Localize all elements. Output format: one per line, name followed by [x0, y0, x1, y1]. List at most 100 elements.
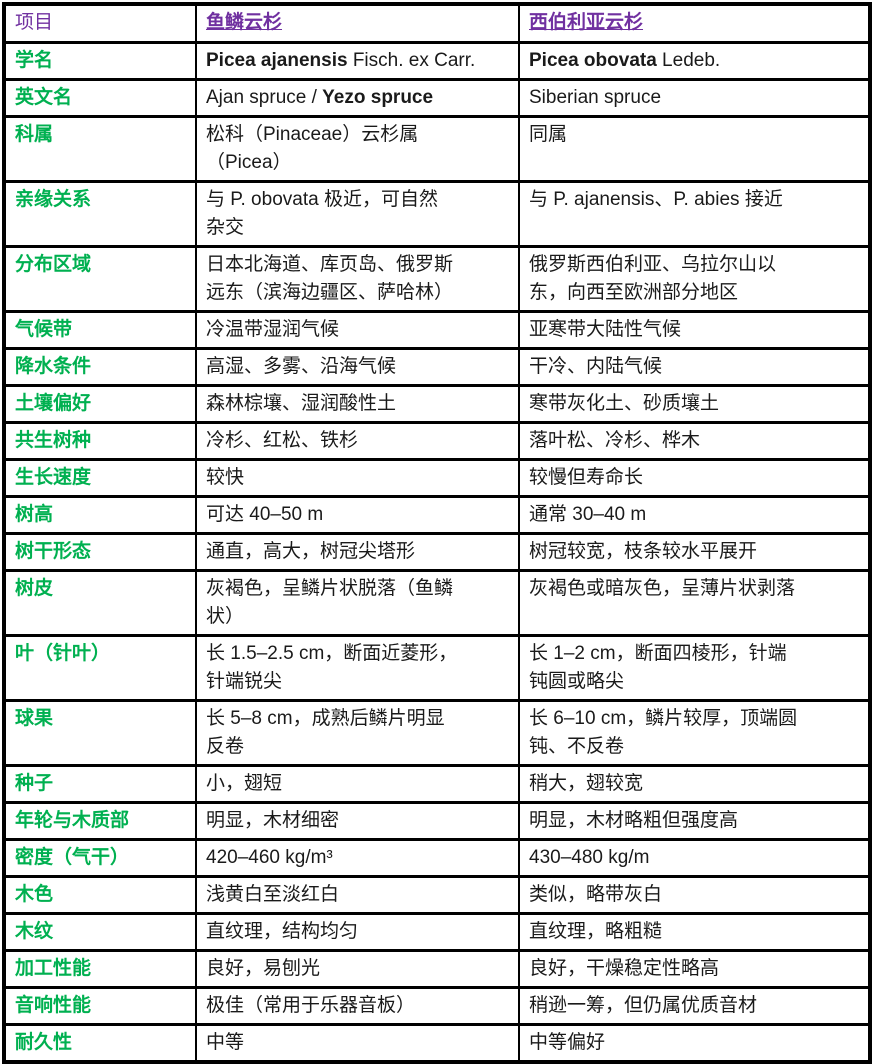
table-row: 土壤偏好 森林棕壤、湿润酸性土 寒带灰化土、砂质壤土 [3, 384, 871, 424]
table-row: 生长速度 较快 较慢但寿命长 [3, 458, 871, 498]
cell-yezo-spruce: 直纹理，结构均匀 [195, 912, 520, 952]
cell-siberian-spruce: 干冷、内陆气候 [518, 347, 871, 387]
table-row: 亲缘关系与 P. obovata 极近，可自然 杂交与 P. ajanensis… [3, 180, 871, 248]
cell-siberian-spruce: 同属 [518, 115, 871, 183]
cell-siberian-spruce: 较慢但寿命长 [518, 458, 871, 498]
cell-text-segment: Fisch. ex Carr. [347, 50, 476, 71]
cell-text-segment: Yezo spruce [322, 87, 434, 108]
cell-siberian-spruce: 良好，干燥稳定性略高 [518, 949, 871, 989]
cell-siberian-spruce: Picea obovata Ledeb. [518, 41, 871, 81]
table-row: 降水条件 高湿、多雾、沿海气候 干冷、内陆气候 [3, 347, 871, 387]
cell-yezo-spruce: Picea ajanensis Fisch. ex Carr. [195, 41, 520, 81]
cell-text-segment: Picea ajanensis [206, 50, 348, 71]
row-label: 树高 [3, 495, 197, 535]
cell-yezo-spruce: 长 5–8 cm，成熟后鳞片明显 反卷 [195, 699, 520, 767]
cell-yezo-spruce: Ajan spruce / Yezo spruce [195, 78, 520, 118]
row-label: 共生树种 [3, 421, 197, 461]
cell-yezo-spruce: 420–460 kg/m³ [195, 838, 520, 878]
row-label: 生长速度 [3, 458, 197, 498]
table-body: 学名 Picea ajanensis Fisch. ex Carr. Picea o… [3, 41, 871, 1064]
cell-siberian-spruce: 类似，略带灰白 [518, 875, 871, 915]
cell-yezo-spruce: 长 1.5–2.5 cm，断面近菱形， 针端锐尖 [195, 634, 520, 702]
row-label: 土壤偏好 [3, 384, 197, 424]
row-label: 亲缘关系 [3, 180, 197, 248]
cell-siberian-spruce: 寒带灰化土、砂质壤土 [518, 384, 871, 424]
cell-yezo-spruce: 较快 [195, 458, 520, 498]
row-label: 年轮与木质部 [3, 801, 197, 841]
row-label: 木纹 [3, 912, 197, 952]
header-siberian-spruce-column: 西伯利亚云杉 [518, 2, 871, 44]
row-label: 降水条件 [3, 347, 197, 387]
table-row: 音响性能 极佳（常用于乐器音板） 稍逊一筹，但仍属优质音材 [3, 986, 871, 1026]
table-row: 密度（气干） 420–460 kg/m³ 430–480 kg/m [3, 838, 871, 878]
table-row: 树干形态 通直，高大，树冠尖塔形 树冠较宽，枝条较水平展开 [3, 532, 871, 572]
cell-siberian-spruce: 灰褐色或暗灰色，呈薄片状剥落 [518, 569, 871, 637]
row-label: 叶（针叶） [3, 634, 197, 702]
cell-yezo-spruce: 明显，木材细密 [195, 801, 520, 841]
table-row: 气候带 冷温带湿润气候 亚寒带大陆性气候 [3, 310, 871, 350]
cell-yezo-spruce: 高湿、多雾、沿海气候 [195, 347, 520, 387]
cell-text-segment: Ledeb. [656, 50, 721, 71]
table-row: 分布区域 日本北海道、库页岛、俄罗斯 远东（滨海边疆区、萨哈林） 俄罗斯西伯利亚、乌… [3, 245, 871, 313]
cell-yezo-spruce: 冷温带湿润气候 [195, 310, 520, 350]
cell-yezo-spruce: 与 P. obovata 极近，可自然 杂交 [195, 180, 520, 248]
table-row: 学名 Picea ajanensis Fisch. ex Carr. Picea o… [3, 41, 871, 81]
row-label: 科属 [3, 115, 197, 183]
row-label: 树皮 [3, 569, 197, 637]
cell-siberian-spruce: 明显，木材略粗但强度高 [518, 801, 871, 841]
row-label: 音响性能 [3, 986, 197, 1026]
row-label: 树干形态 [3, 532, 197, 572]
cell-siberian-spruce: 稍大，翅较宽 [518, 764, 871, 804]
cell-yezo-spruce: 松科（Pinaceae）云杉属 （Picea） [195, 115, 520, 183]
cell-yezo-spruce: 小，翅短 [195, 764, 520, 804]
cell-yezo-spruce: 灰褐色，呈鳞片状脱落（鱼鳞 状） [195, 569, 520, 637]
table-row: 科属 松科（Pinaceae）云杉属 （Picea） 同属 [3, 115, 871, 183]
row-label: 加工性能 [3, 949, 197, 989]
table-row: 英文名 Ajan spruce / Yezo spruce Siberian spr… [3, 78, 871, 118]
header-yezo-spruce-column: 鱼鳞云杉 [195, 2, 520, 44]
row-label: 英文名 [3, 78, 197, 118]
cell-siberian-spruce: 直纹理，略粗糙 [518, 912, 871, 952]
cell-text-segment: Picea obovata [529, 50, 657, 71]
cell-siberian-spruce: 亚寒带大陆性气候 [518, 310, 871, 350]
table-row: 木色 浅黄白至淡红白 类似，略带灰白 [3, 875, 871, 915]
cell-yezo-spruce: 森林棕壤、湿润酸性土 [195, 384, 520, 424]
cell-siberian-spruce: 落叶松、冷杉、桦木 [518, 421, 871, 461]
table-row: 球果长 5–8 cm，成熟后鳞片明显 反卷长 6–10 cm，鳞片较厚，顶端圆 … [3, 699, 871, 767]
cell-yezo-spruce: 浅黄白至淡红白 [195, 875, 520, 915]
row-label: 球果 [3, 699, 197, 767]
cell-siberian-spruce: 长 6–10 cm，鳞片较厚，顶端圆 钝、不反卷 [518, 699, 871, 767]
cell-siberian-spruce: 与 P. ajanensis、P. abies 接近 [518, 180, 871, 248]
cell-siberian-spruce: 430–480 kg/m [518, 838, 871, 878]
table-row: 加工性能 良好，易刨光 良好，干燥稳定性略高 [3, 949, 871, 989]
table-row: 年轮与木质部 明显，木材细密 明显，木材略粗但强度高 [3, 801, 871, 841]
cell-yezo-spruce: 良好，易刨光 [195, 949, 520, 989]
row-label: 密度（气干） [3, 838, 197, 878]
cell-yezo-spruce: 中等 [195, 1023, 520, 1064]
cell-siberian-spruce: 树冠较宽，枝条较水平展开 [518, 532, 871, 572]
cell-text-segment: Ajan spruce / [206, 87, 323, 108]
cell-siberian-spruce: 通常 30–40 m [518, 495, 871, 535]
table-row: 共生树种 冷杉、红松、铁杉 落叶松、冷杉、桦木 [3, 421, 871, 461]
cell-yezo-spruce: 极佳（常用于乐器音板） [195, 986, 520, 1026]
table-row: 种子 小，翅短 稍大，翅较宽 [3, 764, 871, 804]
table-row: 叶（针叶）长 1.5–2.5 cm，断面近菱形， 针端锐尖长 1–2 cm，断面… [3, 634, 871, 702]
cell-siberian-spruce: 长 1–2 cm，断面四棱形，针端 钝圆或略尖 [518, 634, 871, 702]
cell-siberian-spruce: 俄罗斯西伯利亚、乌拉尔山以 东，向西至欧洲部分地区 [518, 245, 871, 313]
table-row: 树皮 灰褐色，呈鳞片状脱落（鱼鳞 状） 灰褐色或暗灰色，呈薄片状剥落 [3, 569, 871, 637]
row-label: 耐久性 [3, 1023, 197, 1064]
cell-yezo-spruce: 日本北海道、库页岛、俄罗斯 远东（滨海边疆区、萨哈林） [195, 245, 520, 313]
row-label: 种子 [3, 764, 197, 804]
header-item-column: 项目 [3, 2, 197, 44]
cell-yezo-spruce: 冷杉、红松、铁杉 [195, 421, 520, 461]
row-label: 木色 [3, 875, 197, 915]
cell-yezo-spruce: 可达 40–50 m [195, 495, 520, 535]
cell-siberian-spruce: Siberian spruce [518, 78, 871, 118]
table-row: 木纹 直纹理，结构均匀 直纹理，略粗糙 [3, 912, 871, 952]
cell-siberian-spruce: 稍逊一筹，但仍属优质音材 [518, 986, 871, 1026]
cell-siberian-spruce: 中等偏好 [518, 1023, 871, 1064]
row-label: 学名 [3, 41, 197, 81]
row-label: 气候带 [3, 310, 197, 350]
